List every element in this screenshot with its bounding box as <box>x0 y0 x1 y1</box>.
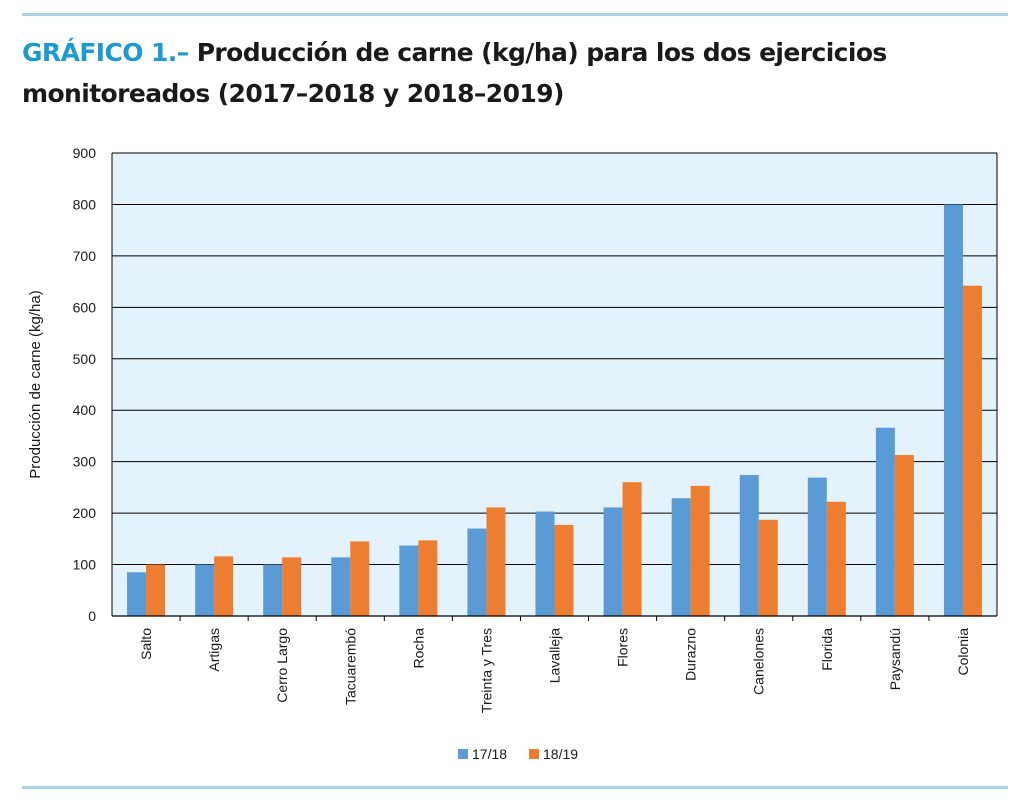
bar-salto-17-18 <box>127 572 147 616</box>
x-tick-label-rocha: Rocha <box>410 628 426 669</box>
x-tick-label-paysandu: Paysandú <box>887 628 903 690</box>
y-tick-labels: 0 100 200 300 400 500 600 700 800 900 <box>73 145 97 624</box>
legend-label-18-19: 18/19 <box>543 746 578 762</box>
bottom-rule <box>22 786 1008 789</box>
legend-swatch-17-18 <box>458 749 468 759</box>
bar-durazno-18-19 <box>690 485 710 616</box>
y-axis-title: Producción de carne (kg/ha) <box>27 290 44 478</box>
bar-paysandu-18-19 <box>894 454 914 616</box>
x-tick-label-durazno: Durazno <box>683 628 699 681</box>
y-tick-label: 300 <box>73 454 97 470</box>
bar-florida-18-19 <box>826 501 846 616</box>
bar-canelones-18-19 <box>758 519 778 616</box>
x-tick-label-cerro-largo: Cerro Largo <box>274 628 290 703</box>
y-tick-label: 500 <box>73 351 97 367</box>
bar-durazno-17-18 <box>671 498 691 616</box>
heading-line-1: GRÁFICO 1.– Producción de carne (kg/ha) … <box>22 32 1002 73</box>
bar-colonia-18-19 <box>962 285 982 616</box>
bar-rocha-17-18 <box>399 545 419 616</box>
bar-canelones-17-18 <box>739 475 759 616</box>
bar-florida-17-18 <box>807 477 827 616</box>
axes <box>111 153 998 621</box>
bar-lavalleja-18-19 <box>554 524 574 616</box>
y-tick-label: 100 <box>73 557 97 573</box>
x-tick-label-flores: Flores <box>615 628 631 667</box>
bar-treinta-y-tres-17-18 <box>467 528 487 616</box>
heading-prefix: GRÁFICO 1.– <box>22 38 189 67</box>
bar-colonia-17-18 <box>943 204 963 616</box>
heading-title-line-1: Producción de carne (kg/ha) para los dos… <box>196 38 888 67</box>
bar-tacuarembo-18-19 <box>350 541 370 616</box>
top-rule <box>22 13 1008 16</box>
y-tick-label: 900 <box>73 145 97 161</box>
bars <box>127 204 982 616</box>
bar-flores-18-19 <box>622 482 642 616</box>
x-tick-label-colonia: Colonia <box>955 628 971 676</box>
bar-lavalleja-17-18 <box>535 511 555 616</box>
x-tick-label-florida: Florida <box>819 628 835 671</box>
legend: 17/18 18/19 <box>458 746 578 762</box>
bar-paysandu-17-18 <box>875 427 895 616</box>
bar-rocha-18-19 <box>418 540 438 616</box>
y-tick-label: 400 <box>73 402 97 418</box>
y-tick-label: 700 <box>73 248 97 264</box>
y-tick-label: 200 <box>73 505 97 521</box>
x-tick-label-artigas: Artigas <box>206 628 222 672</box>
y-tick-label: 800 <box>73 196 97 212</box>
legend-label-17-18: 17/18 <box>472 746 507 762</box>
bar-tacuarembo-17-18 <box>331 557 351 616</box>
x-tick-label-lavalleja: Lavalleja <box>547 628 563 683</box>
bar-treinta-y-tres-18-19 <box>486 507 506 616</box>
chart-heading: GRÁFICO 1.– Producción de carne (kg/ha) … <box>22 32 1002 114</box>
bar-cerro-largo-18-19 <box>282 557 302 616</box>
bar-artigas-17-18 <box>195 564 215 616</box>
x-tick-label-tacuarembo: Tacuarembó <box>342 628 358 705</box>
x-tick-label-treinta-y-tres: Treinta y Tres <box>478 628 494 713</box>
bar-artigas-18-19 <box>214 556 234 616</box>
bar-cerro-largo-17-18 <box>263 564 283 616</box>
x-tick-label-canelones: Canelones <box>751 628 767 695</box>
y-tick-label: 600 <box>73 299 97 315</box>
y-tick-label: 0 <box>88 608 96 624</box>
legend-swatch-18-19 <box>529 749 539 759</box>
x-tick-labels: Salto Artigas Cerro Largo Tacuarembó Rocha Tr… <box>138 628 971 713</box>
bar-flores-17-18 <box>603 507 623 616</box>
heading-title-line-2: monitoreados (2017–2018 y 2018–2019) <box>22 79 564 108</box>
x-tick-label-salto: Salto <box>138 628 154 660</box>
bar-salto-18-19 <box>146 564 166 616</box>
